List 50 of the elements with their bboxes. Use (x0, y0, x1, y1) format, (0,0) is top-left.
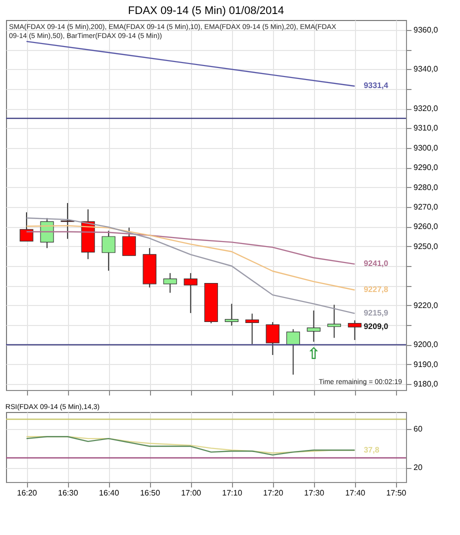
text: 9209,0 (364, 322, 388, 332)
y-tick-label: 9340,0 (414, 64, 439, 74)
candlestick (286, 328, 300, 376)
x-tick-label: 17:10 (222, 488, 243, 498)
x-tick-label: 17:00 (181, 488, 202, 498)
y-tick-label: 9180,0 (414, 380, 439, 389)
y-tick-label: 9360,0 (414, 25, 439, 34)
y-tick-label: 9290,0 (414, 163, 439, 172)
annotation: ⇧ (306, 344, 320, 363)
y-tick-label: 9220,0 (414, 300, 439, 310)
candlestick (327, 304, 341, 338)
y-tick-label: 9320,0 (414, 104, 439, 114)
x-tick-label: 16:20 (16, 488, 38, 498)
x-tick-label: 17:40 (345, 488, 366, 498)
y-tick-label: 9250,0 (414, 242, 439, 251)
candlestick (245, 313, 259, 345)
y-tick-label: 60 (414, 424, 423, 434)
candlestick (184, 272, 198, 314)
data-label: 37,8 (364, 445, 380, 454)
x-tick-label: 17:20 (263, 488, 284, 498)
x-tick-label: 17:30 (304, 488, 325, 498)
data-label: 9331,4 (364, 81, 389, 90)
candlestick (60, 202, 74, 240)
y-tick-label: 9280,0 (414, 182, 439, 192)
candlestick (163, 272, 177, 294)
candlestick (102, 230, 116, 272)
y-tick-label: 9270,0 (414, 202, 439, 212)
data-label: 9241,0 (364, 259, 389, 268)
y-tick-label: 9310,0 (414, 124, 439, 133)
y-tick-label: 9300,0 (414, 143, 439, 152)
y-tick-label: 20 (414, 463, 423, 472)
y-tick-label: 9190,0 (414, 360, 439, 369)
candlestick (266, 322, 280, 356)
chart-title: FDAX 09-14 (5 Min) 01/08/2014 (128, 5, 284, 17)
y-tick-label: 9200,0 (414, 340, 439, 350)
line-series (26, 217, 356, 314)
candlestick (348, 320, 362, 341)
line-series (26, 40, 356, 87)
data-label: 9227,8 (364, 285, 389, 294)
candlestick (224, 303, 238, 326)
data-label: 9215,9 (364, 308, 389, 318)
x-tick-label: 16:40 (99, 488, 120, 498)
candlestick (20, 212, 34, 242)
x-tick-label: 16:50 (140, 488, 161, 498)
x-tick-label: 17:50 (386, 488, 407, 498)
x-tick-label: 16:30 (58, 488, 79, 498)
line-series (26, 225, 356, 291)
candlestick (122, 227, 136, 256)
candlestick (306, 310, 320, 342)
y-tick-label: 9260,0 (414, 222, 439, 232)
